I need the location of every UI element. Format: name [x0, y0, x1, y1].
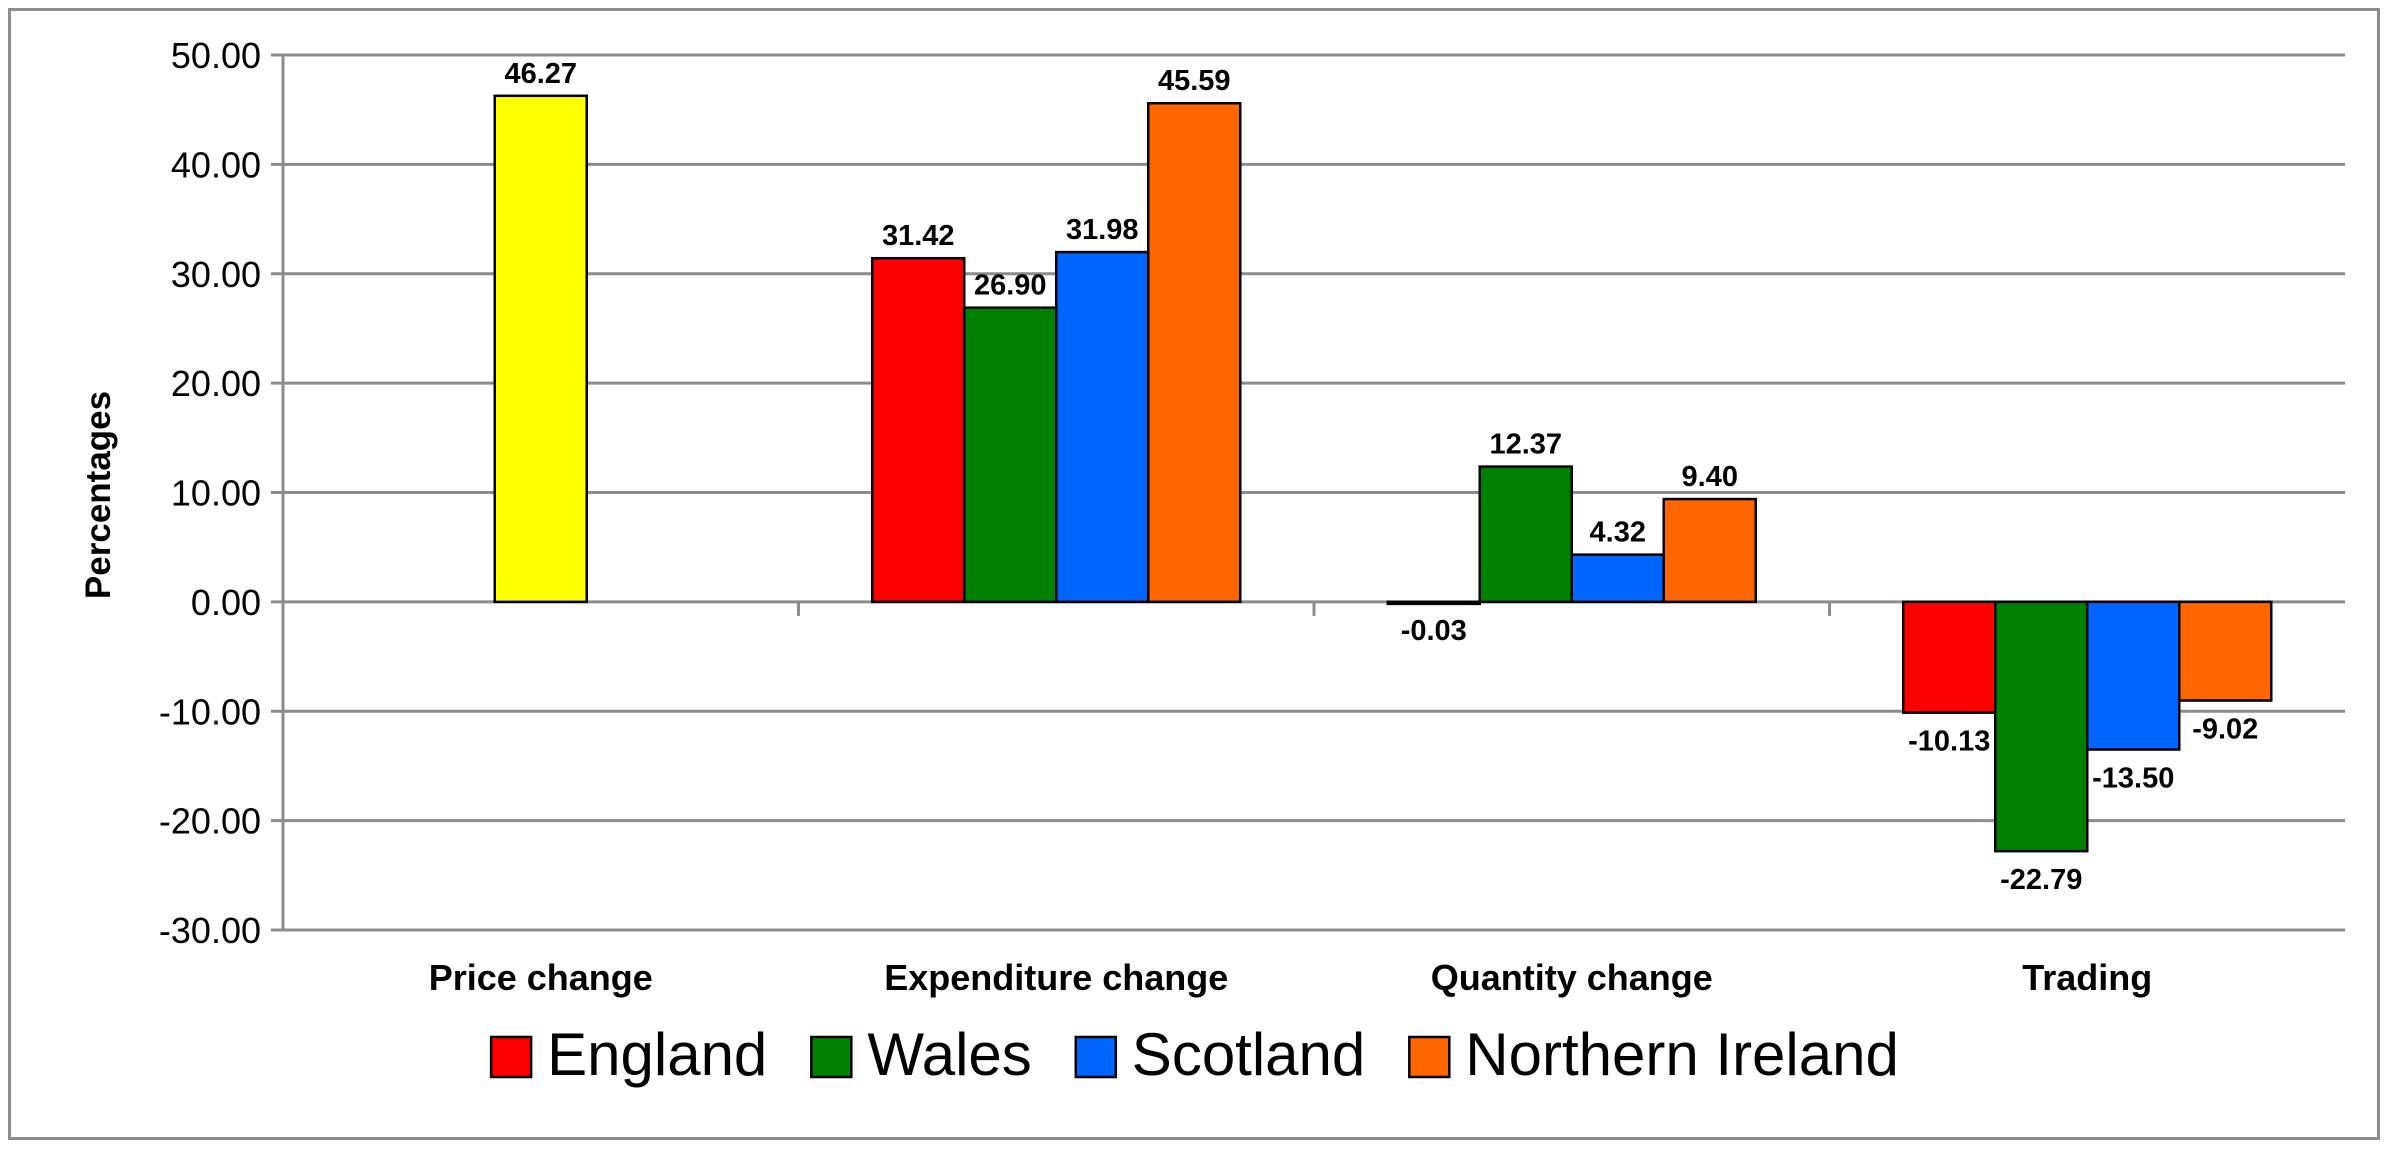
data-labels: 46.27 31.42 26.90 31.98 45.59 -0.03 12.37 4.32 9… — [504, 58, 2258, 896]
legend-swatch — [489, 1035, 533, 1079]
data-label: -9.02 — [2192, 714, 2258, 746]
bar — [1570, 553, 1665, 604]
data-label: 45.59 — [1158, 65, 1231, 97]
legend-swatch — [1074, 1035, 1118, 1079]
legend: England Wales Scotland Northern Ireland — [489, 1021, 1899, 1088]
y-tick-label: -10.00 — [159, 691, 261, 732]
bar — [1902, 600, 1997, 714]
bar — [1994, 600, 2089, 853]
y-tick-label: 40.00 — [171, 144, 261, 185]
bar — [1386, 600, 1481, 606]
y-tick-label: 10.00 — [171, 473, 261, 514]
legend-swatch — [1408, 1035, 1451, 1079]
bar — [2086, 600, 2181, 751]
bar — [963, 306, 1058, 604]
data-label: 31.42 — [882, 220, 955, 252]
data-label: -22.79 — [2000, 864, 2082, 896]
data-label: -0.03 — [1401, 615, 1467, 647]
legend-label: Wales — [867, 1021, 1031, 1088]
legend-label: Northern Ireland — [1465, 1021, 1899, 1088]
y-tick-label: 50.00 — [171, 35, 261, 76]
y-tick-label: -30.00 — [159, 910, 261, 951]
data-label: 4.32 — [1590, 517, 1646, 549]
category-label: Trading — [2022, 957, 2152, 998]
data-label: 26.90 — [974, 270, 1047, 302]
category-label: Quantity change — [1431, 957, 1713, 998]
data-label: -13.50 — [2092, 763, 2174, 795]
bar — [1055, 250, 1150, 604]
data-label: -10.13 — [1908, 726, 1990, 758]
bars — [493, 94, 2273, 853]
bar — [1478, 465, 1573, 604]
data-label: 31.98 — [1066, 214, 1139, 246]
bar — [871, 256, 966, 604]
bar — [2178, 600, 2273, 702]
axes: 50.00 40.00 30.00 20.00 10.00 0.00 -10.00 -20.0… — [159, 35, 2345, 998]
legend-label: Scotland — [1132, 1021, 1366, 1088]
y-axis-title: Percentages — [79, 391, 118, 599]
legend-swatch — [810, 1035, 853, 1079]
y-tick-label: 0.00 — [191, 582, 261, 623]
data-label: 9.40 — [1682, 461, 1738, 493]
data-label: 46.27 — [504, 58, 577, 90]
category-label: Price change — [429, 957, 653, 998]
bar — [1147, 101, 1242, 604]
y-tick-label: -20.00 — [159, 801, 261, 842]
data-label: 12.37 — [1489, 429, 1562, 461]
legend-label: England — [547, 1021, 767, 1088]
category-label: Expenditure change — [884, 957, 1228, 998]
y-tick-label: 30.00 — [171, 254, 261, 295]
bar — [493, 94, 588, 604]
bar — [1662, 497, 1757, 604]
y-tick-label: 20.00 — [171, 363, 261, 404]
